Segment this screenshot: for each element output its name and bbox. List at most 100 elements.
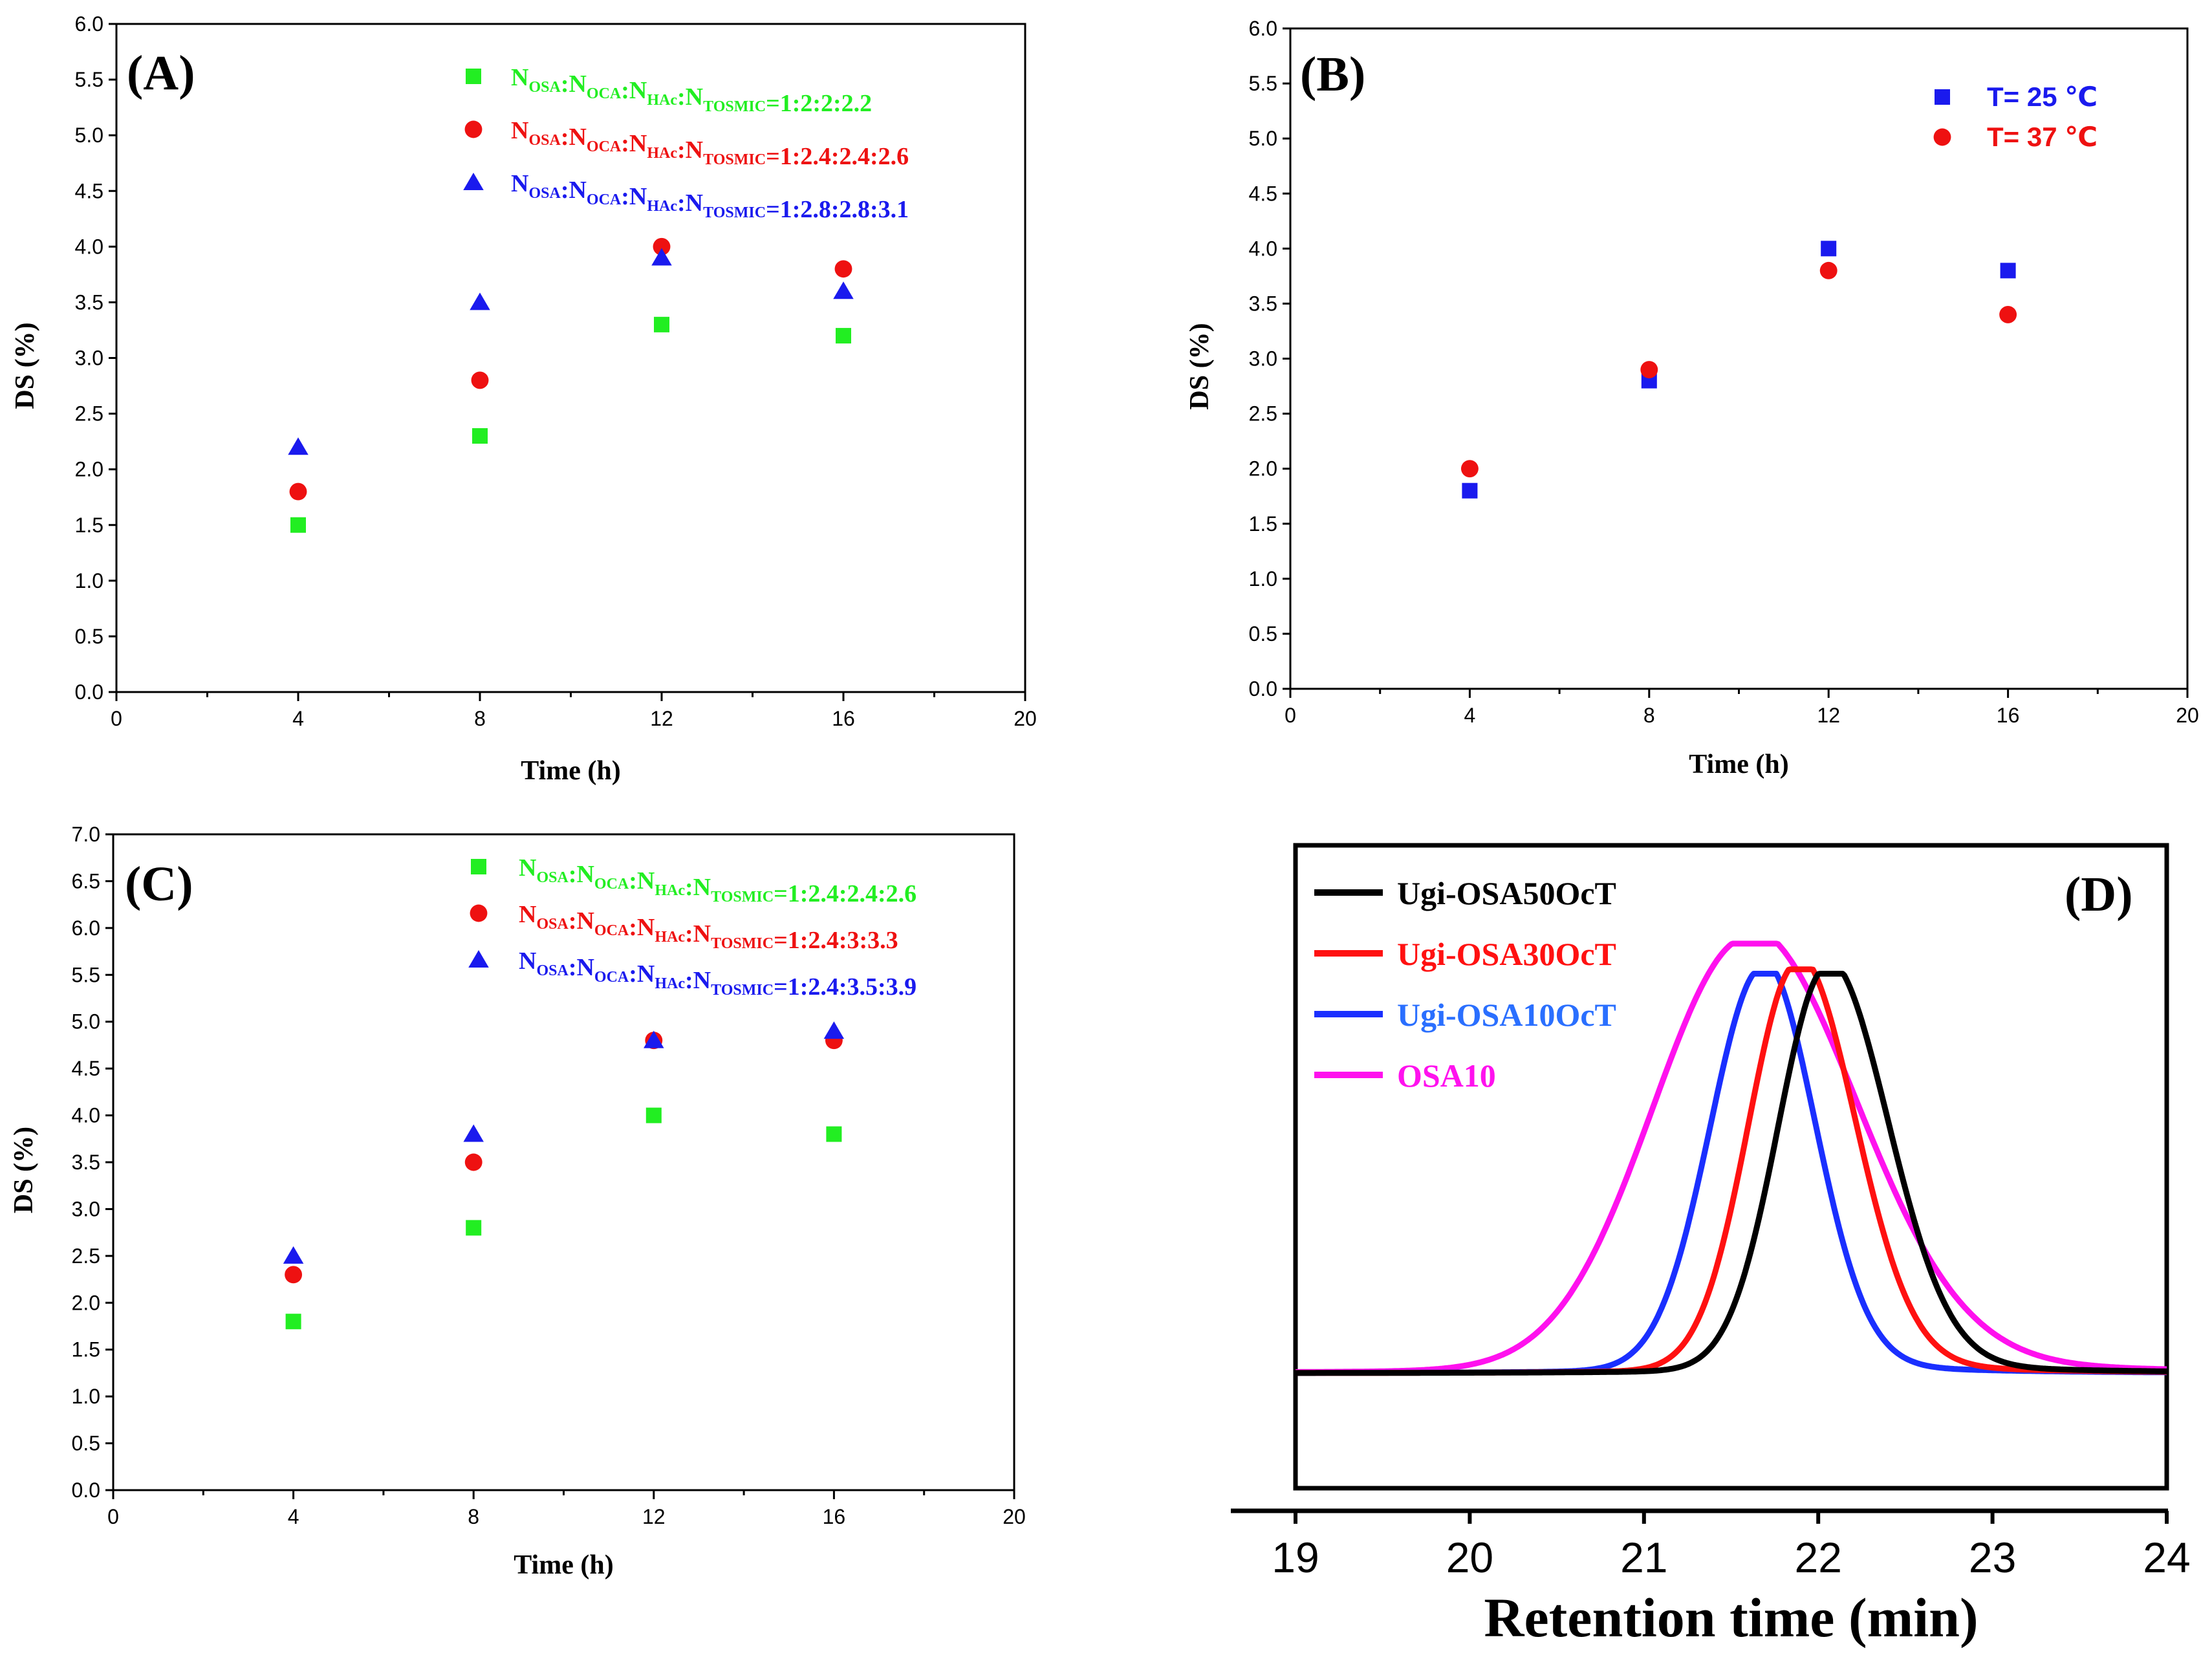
y-tick-label: 1.0 bbox=[72, 1385, 100, 1408]
legend-label-subscript: TOSMIC bbox=[711, 982, 774, 999]
x-tick-label: 16 bbox=[823, 1505, 846, 1528]
y-tick-label: 5.5 bbox=[75, 68, 103, 91]
legend-label-subscript: HAc bbox=[655, 882, 685, 899]
x-axis-title: Time (h) bbox=[1689, 750, 1788, 779]
legend-marker bbox=[471, 859, 486, 874]
legend-label: NOSA:NOCA:NHAc:NTOSMIC=1:2:2:2.2 bbox=[511, 64, 872, 117]
y-tick-label: 5.0 bbox=[1249, 127, 1277, 150]
x-tick-label: 4 bbox=[292, 707, 304, 730]
legend-label-part: N bbox=[511, 170, 528, 197]
x-tick-label: 20 bbox=[1014, 707, 1037, 730]
x-tick-label: 8 bbox=[474, 707, 486, 730]
legend-label-subscript: HAc bbox=[647, 92, 677, 109]
legend-label-subscript: OCA bbox=[587, 85, 622, 102]
y-tick-label: 5.5 bbox=[72, 963, 100, 986]
legend-label-part: N bbox=[519, 948, 536, 975]
data-point-square bbox=[285, 1314, 301, 1330]
legend-marker bbox=[463, 173, 484, 190]
data-point-square bbox=[645, 1107, 662, 1123]
legend-label-part: :N bbox=[629, 960, 655, 988]
legend-label-subscript: OSA bbox=[536, 916, 569, 933]
y-tick-label: 3.0 bbox=[72, 1197, 100, 1220]
panel-label: (A) bbox=[127, 46, 195, 100]
data-point-circle bbox=[464, 1153, 483, 1171]
legend-label-part: :N bbox=[569, 954, 594, 981]
legend-label-subscript: OSA bbox=[528, 132, 561, 149]
y-tick-label: 7.0 bbox=[72, 823, 100, 846]
data-point-circle bbox=[471, 371, 489, 389]
legend-marker bbox=[1935, 89, 1950, 105]
legend-label: Ugi-OSA30OcT bbox=[1397, 936, 1616, 972]
legend-label-part: T= 37 ℃ bbox=[1987, 122, 2098, 152]
x-axis-title: Time (h) bbox=[514, 1550, 613, 1580]
legend-label-part: N bbox=[511, 117, 528, 144]
panel-b: 0 4 8 12 16 20 0.0 0.5 1.0 1.5 2.0 2.5 3.0 3.5 4.0 4.5 5… bbox=[1185, 17, 2199, 779]
legend-label-part: :N bbox=[677, 83, 703, 111]
legend-label: NOSA:NOCA:NHAc:NTOSMIC=1:2.4:2.4:2.6 bbox=[511, 117, 909, 170]
x-axis-title: Time (h) bbox=[521, 756, 620, 786]
y-tick-label: 3.0 bbox=[1249, 347, 1277, 371]
legend-label-subscript: OCA bbox=[594, 969, 629, 986]
y-tick-label: 0.5 bbox=[75, 625, 103, 648]
data-point-square bbox=[290, 517, 306, 533]
legend-label-part: N bbox=[511, 64, 528, 91]
x-axis-title: Retention time (min) bbox=[1484, 1587, 1978, 1649]
x-tick-label: 4 bbox=[1464, 704, 1476, 727]
x-tick-label: 20 bbox=[1446, 1533, 1493, 1581]
legend-label-part: :N bbox=[561, 70, 587, 98]
legend-label-part: T= 25 ℃ bbox=[1987, 81, 2098, 112]
legend-label-subscript: HAc bbox=[655, 929, 685, 946]
x-tick-label: 19 bbox=[1272, 1533, 1319, 1581]
legend-label-part: :N bbox=[629, 914, 655, 941]
legend-label-subscript: HAc bbox=[647, 145, 677, 162]
y-axis-title: DS (%) bbox=[9, 1127, 39, 1213]
y-tick-label: 2.5 bbox=[1249, 402, 1277, 426]
x-tick-label: 21 bbox=[1620, 1533, 1667, 1581]
legend-label: T= 25 ℃ bbox=[1987, 81, 2098, 112]
legend-label-part: :N bbox=[677, 136, 703, 164]
y-tick-label: 1.5 bbox=[72, 1338, 100, 1361]
data-point-circle bbox=[653, 237, 671, 255]
data-point-square bbox=[466, 1220, 482, 1236]
data-point-triangle bbox=[833, 281, 854, 299]
y-tick-label: 4.0 bbox=[75, 235, 103, 258]
y-tick-label: 3.0 bbox=[75, 347, 103, 370]
y-tick-label: 0.5 bbox=[72, 1432, 100, 1455]
panel-label: (B) bbox=[1300, 47, 1365, 102]
legend-label-part: :N bbox=[685, 967, 711, 994]
x-tick-label: 12 bbox=[642, 1505, 666, 1528]
legend-label-subscript: TOSMIC bbox=[703, 98, 766, 115]
data-point-square bbox=[826, 1126, 842, 1142]
y-tick-label: 3.5 bbox=[72, 1151, 100, 1174]
legend-label: Ugi-OSA10OcT bbox=[1397, 997, 1616, 1033]
data-point-triangle bbox=[470, 292, 490, 310]
legend-label-subscript: HAc bbox=[655, 975, 685, 992]
legend-marker bbox=[466, 69, 481, 84]
data-point-circle bbox=[1999, 305, 2017, 323]
legend-label-subscript: OCA bbox=[587, 138, 622, 155]
data-point-square bbox=[2000, 263, 2016, 279]
data-point-square bbox=[1821, 241, 1837, 257]
legend-label-subscript: OCA bbox=[594, 922, 629, 939]
data-point-circle bbox=[1460, 460, 1479, 478]
y-tick-label: 5.0 bbox=[72, 1010, 100, 1034]
legend-marker bbox=[470, 904, 488, 922]
legend-label-subscript: TOSMIC bbox=[703, 204, 766, 221]
x-tick-label: 23 bbox=[1969, 1533, 2016, 1581]
y-tick-label: 0.0 bbox=[72, 1478, 100, 1502]
y-tick-label: 4.0 bbox=[1249, 237, 1277, 260]
y-tick-label: 4.5 bbox=[72, 1057, 100, 1080]
x-tick-label: 24 bbox=[2143, 1533, 2190, 1581]
legend-label-part: :N bbox=[629, 867, 655, 894]
x-tick-label: 4 bbox=[288, 1505, 299, 1528]
legend-label: OSA10 bbox=[1397, 1057, 1496, 1094]
panel-label: (C) bbox=[125, 857, 193, 911]
data-point-circle bbox=[1819, 261, 1838, 279]
x-tick-label: 12 bbox=[650, 707, 673, 730]
y-tick-label: 6.0 bbox=[72, 916, 100, 940]
legend-marker bbox=[464, 120, 483, 138]
x-tick-label: 0 bbox=[1285, 704, 1296, 727]
legend-label-part: :N bbox=[621, 77, 647, 104]
legend-label-part: N bbox=[519, 901, 536, 928]
legend-label-subscript: OCA bbox=[594, 876, 629, 893]
